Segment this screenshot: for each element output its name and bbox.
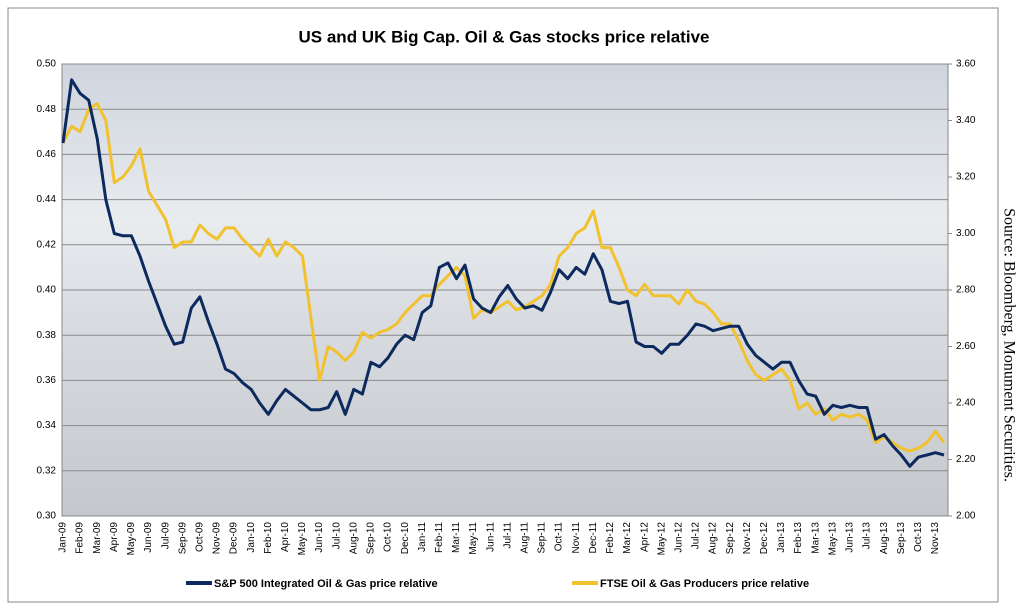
x-tick-label: Aug-11 (520, 522, 531, 554)
chart: US and UK Big Cap. Oil & Gas stocks pric… (0, 0, 1022, 607)
legend-label: FTSE Oil & Gas Producers price relative (600, 578, 809, 590)
x-tick-label: Jan-10 (246, 522, 257, 553)
y-tick-label: 0.36 (37, 375, 57, 386)
y-tick-label: 0.34 (37, 420, 57, 431)
x-tick-label: Jan-13 (776, 522, 787, 553)
x-tick-label: Jul-13 (862, 522, 873, 550)
y2-tick-label: 2.80 (956, 285, 976, 296)
y2-tick-label: 3.40 (956, 115, 976, 126)
y-tick-label: 0.42 (37, 239, 57, 250)
page: US and UK Big Cap. Oil & Gas stocks pric… (0, 0, 1022, 607)
x-tick-label: Mar-12 (622, 522, 633, 554)
x-tick-label: Oct-10 (383, 522, 394, 552)
x-tick-label: Dec-11 (588, 522, 599, 554)
x-tick-label: Jul-09 (160, 522, 171, 550)
x-tick-label: Jun-13 (845, 522, 856, 553)
x-tick-label: Nov-13 (930, 522, 941, 555)
x-tick-label: Feb-11 (434, 522, 445, 553)
x-tick-label: Jun-09 (143, 522, 154, 553)
y-tick-label: 0.46 (37, 149, 57, 160)
x-tick-label: Sep-11 (537, 522, 548, 554)
x-tick-label: Oct-11 (554, 522, 565, 552)
x-tick-label: Sep-13 (896, 522, 907, 555)
x-tick-label: Mar-11 (451, 522, 462, 553)
x-tick-label: Sep-09 (177, 522, 188, 555)
x-tick-label: Feb-13 (793, 522, 804, 554)
x-tick-label: Nov-12 (742, 522, 753, 555)
x-tick-label: Dec-10 (400, 522, 411, 555)
x-tick-label: May-10 (297, 522, 308, 556)
legend-label: S&P 500 Integrated Oil & Gas price relat… (214, 578, 438, 590)
x-tick-label: Aug-12 (708, 522, 719, 555)
x-tick-label: Oct-09 (194, 522, 205, 552)
y2-tick-label: 2.40 (956, 398, 976, 409)
x-tick-label: Jun-12 (673, 522, 684, 553)
source-note: Source: Bloomberg, Monument Securities. (1000, 208, 1017, 482)
x-tick-label: Apr-10 (280, 522, 291, 552)
x-tick-label: May-09 (126, 522, 137, 556)
x-tick-label: Jan-11 (417, 522, 428, 552)
y2-tick-label: 2.00 (956, 511, 976, 522)
x-tick-label: Apr-12 (639, 522, 650, 552)
y-tick-label: 0.32 (37, 465, 57, 476)
x-tick-label: Dec-09 (229, 522, 240, 555)
y-tick-label: 0.40 (37, 285, 57, 296)
x-tick-label: Jun-10 (314, 522, 325, 553)
y-tick-label: 0.48 (37, 104, 57, 115)
x-tick-label: Jul-12 (691, 522, 702, 550)
x-tick-label: Oct-13 (913, 522, 924, 552)
x-tick-label: May-12 (656, 522, 667, 556)
y-tick-label: 0.30 (37, 511, 57, 522)
x-tick-label: Sep-12 (725, 522, 736, 555)
x-tick-label: Aug-13 (879, 522, 890, 555)
x-tick-label: Nov-09 (212, 522, 223, 555)
y-tick-label: 0.44 (37, 194, 57, 205)
x-tick-label: Mar-09 (92, 522, 103, 554)
x-tick-label: Apr-09 (109, 522, 120, 552)
x-tick-label: Dec-12 (759, 522, 770, 555)
y-tick-label: 0.38 (37, 330, 57, 341)
y2-tick-label: 2.20 (956, 454, 976, 465)
y2-tick-label: 3.00 (956, 228, 976, 239)
x-tick-label: Jul-11 (502, 522, 513, 549)
x-tick-label: Sep-10 (366, 522, 377, 555)
x-tick-label: Feb-10 (263, 522, 274, 554)
x-tick-label: Nov-11 (571, 522, 582, 554)
x-tick-label: Jan-09 (58, 522, 69, 553)
y2-tick-label: 3.20 (956, 172, 976, 183)
x-tick-label: Feb-09 (75, 522, 86, 554)
x-tick-label: May-11 (468, 522, 479, 555)
x-tick-label: Mar-13 (810, 522, 821, 554)
x-tick-label: Feb-12 (605, 522, 616, 554)
x-tick-label: Jun-11 (485, 522, 496, 552)
x-tick-label: May-13 (827, 522, 838, 556)
y2-tick-label: 2.60 (956, 341, 976, 352)
x-tick-label: Jul-10 (331, 522, 342, 550)
y-tick-label: 0.50 (37, 59, 57, 70)
x-tick-label: Aug-10 (348, 522, 359, 555)
y2-tick-label: 3.60 (956, 59, 976, 70)
chart-title: US and UK Big Cap. Oil & Gas stocks pric… (299, 27, 710, 46)
